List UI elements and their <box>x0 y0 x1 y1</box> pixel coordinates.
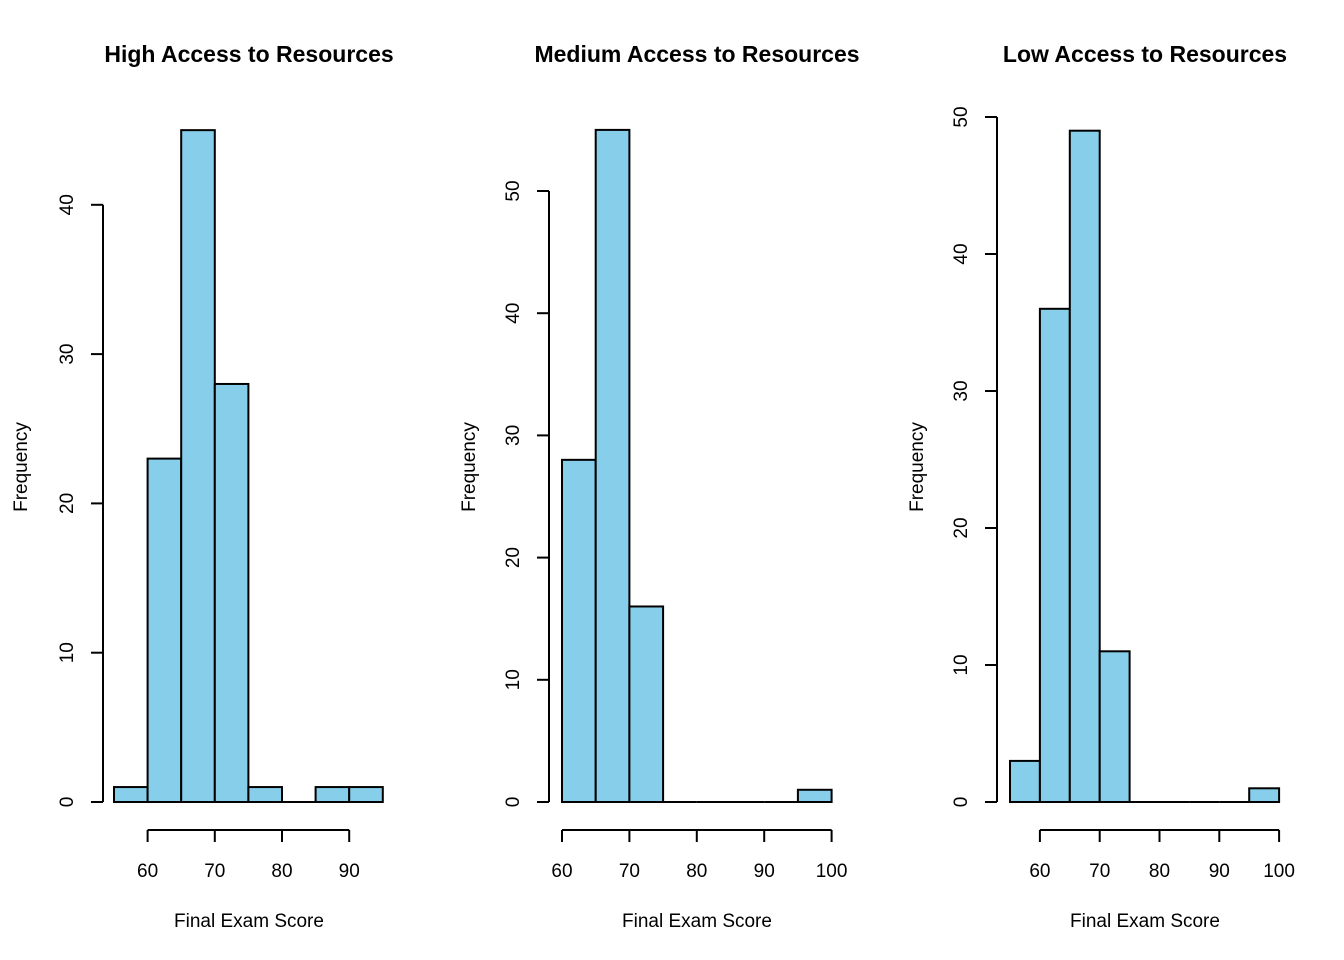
y-axis-label: Frequency <box>11 422 32 512</box>
y-tick-label: 30 <box>951 380 972 401</box>
histogram-bar <box>348 786 384 804</box>
x-axis-label: Final Exam Score <box>1070 911 1220 932</box>
y-tick-label: 20 <box>57 493 78 514</box>
x-tick-label: 100 <box>1263 861 1295 882</box>
chart-title: Medium Access to Resources <box>534 41 859 67</box>
x-tick-label: 90 <box>754 861 775 882</box>
y-tick-label: 40 <box>503 303 524 324</box>
y-tick-label: 30 <box>57 344 78 365</box>
y-tick-label: 10 <box>57 642 78 663</box>
y-tick-label: 30 <box>503 425 524 446</box>
x-tick-label: 70 <box>1089 861 1110 882</box>
histogram-panel-medium-access: Medium Access to Resources Final Exam Sc… <box>459 41 860 932</box>
x-tick-label: 80 <box>1149 861 1170 882</box>
x-tick-label: 80 <box>686 861 707 882</box>
chart-title: High Access to Resources <box>104 41 393 67</box>
histogram-bar <box>796 788 833 804</box>
y-tick-label: 50 <box>503 180 524 201</box>
chart-title: Low Access to Resources <box>1003 41 1287 67</box>
x-axis-label: Final Exam Score <box>622 911 772 932</box>
histogram-bar <box>561 458 597 803</box>
histogram-bar <box>1038 307 1071 803</box>
histogram-bar <box>180 129 216 803</box>
y-tick-label: 50 <box>951 106 972 127</box>
histogram-bar <box>314 786 351 804</box>
x-tick-label: 70 <box>619 861 640 882</box>
x-tick-label: 60 <box>551 861 572 882</box>
y-tick-label: 0 <box>503 797 524 808</box>
histogram-panel-high-access: High Access to Resources Final Exam Scor… <box>11 41 394 932</box>
x-tick-label: 90 <box>1209 861 1230 882</box>
y-tick-label: 0 <box>57 797 78 808</box>
y-tick-label: 10 <box>503 669 524 690</box>
histogram-bar <box>247 786 283 804</box>
histogram-panel-low-access: Low Access to Resources Final Exam Score… <box>907 41 1295 932</box>
histogram-bar <box>1248 787 1281 803</box>
y-tick-label: 20 <box>951 517 972 538</box>
y-axis-label: Frequency <box>907 422 928 512</box>
x-tick-label: 60 <box>137 861 158 882</box>
histogram-bar <box>146 457 183 803</box>
x-tick-label: 70 <box>204 861 225 882</box>
x-tick-label: 90 <box>339 861 360 882</box>
histogram-bar <box>213 382 250 803</box>
histogram-bar <box>1098 650 1131 803</box>
histogram-bar <box>113 786 149 804</box>
histogram-bar <box>594 128 631 803</box>
y-tick-label: 40 <box>57 194 78 215</box>
x-tick-label: 60 <box>1029 861 1050 882</box>
y-tick-label: 20 <box>503 547 524 568</box>
y-tick-label: 0 <box>951 797 972 808</box>
histogram-bar <box>1009 759 1041 804</box>
y-axis-label: Frequency <box>459 422 480 512</box>
y-tick-label: 10 <box>951 654 972 675</box>
y-tick-label: 40 <box>951 243 972 264</box>
x-tick-label: 100 <box>816 861 848 882</box>
x-tick-label: 80 <box>271 861 292 882</box>
histogram-bar <box>628 605 665 803</box>
histogram-bar <box>1068 129 1101 803</box>
x-axis-label: Final Exam Score <box>174 911 324 932</box>
